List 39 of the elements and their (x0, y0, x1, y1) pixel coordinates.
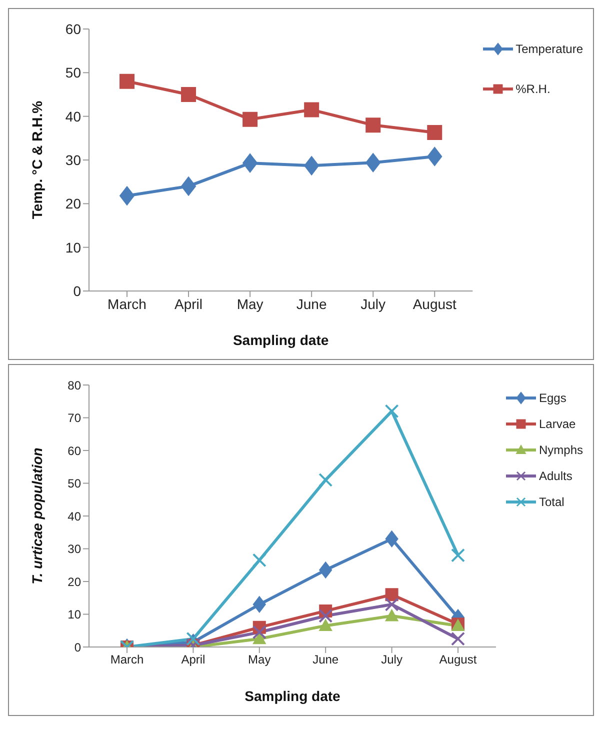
x-tick-label: March (108, 296, 146, 312)
legend-label: Eggs (538, 391, 566, 405)
y-tick-label: 10 (68, 608, 82, 622)
legend-label: Larvae (538, 417, 576, 431)
x-tick-label: May (236, 296, 264, 312)
legend-label: Adults (538, 469, 572, 483)
y-tick-label: 60 (68, 444, 82, 458)
x-tick-label: May (248, 652, 271, 667)
y-axis-title: T. urticae population (28, 448, 45, 584)
y-tick-label: 40 (65, 108, 82, 124)
y-tick-label: 50 (68, 476, 82, 491)
y-tick-label: 0 (73, 282, 82, 299)
y-tick-label: 0 (74, 640, 82, 654)
x-tick-label: August (412, 296, 457, 312)
x-tick-label: August (439, 652, 478, 667)
y-tick-label: 30 (68, 542, 82, 556)
y-tick-label: 30 (65, 152, 82, 168)
y-axis-title: Temp. °C & R.H.% (28, 100, 45, 220)
legend-label: %R.H. (516, 82, 550, 96)
x-tick-label: March (110, 652, 144, 667)
x-tick-label: April (181, 652, 206, 667)
legend-label: Total (538, 495, 564, 509)
x-tick-label: June (312, 652, 339, 667)
legend-label: Temperature (516, 42, 583, 56)
x-tick-label: April (174, 296, 203, 312)
y-tick-label: 10 (65, 239, 82, 256)
x-tick-label: June (296, 296, 327, 312)
y-tick-label: 50 (65, 64, 82, 81)
x-axis-title: Sampling date (232, 332, 329, 348)
x-tick-label: July (381, 652, 402, 667)
legend-label: Nymphs (538, 443, 583, 457)
x-axis-title: Sampling date (244, 688, 341, 704)
x-tick-label: July (360, 296, 386, 312)
y-tick-label: 70 (68, 411, 82, 426)
y-tick-label: 80 (68, 378, 82, 392)
y-tick-label: 40 (68, 509, 82, 524)
y-tick-label: 20 (65, 196, 82, 212)
y-tick-label: 20 (68, 574, 82, 589)
y-tick-label: 60 (65, 20, 82, 37)
